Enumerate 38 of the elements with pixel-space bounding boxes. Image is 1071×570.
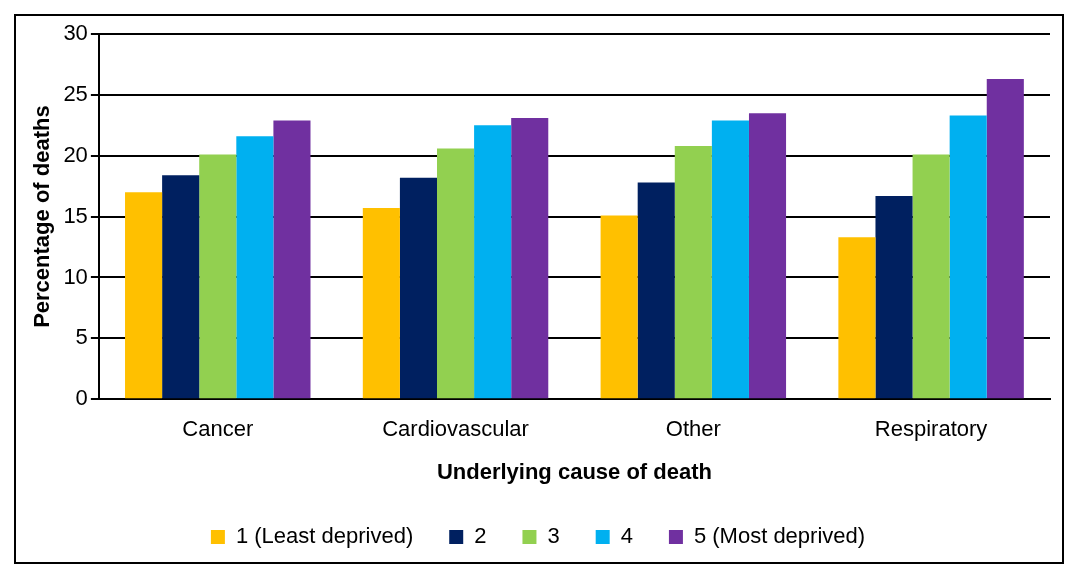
- x-tick-label: Respiratory: [874, 416, 988, 442]
- y-tick-label: 0: [75, 385, 88, 411]
- bar: [748, 113, 787, 399]
- x-tick-label: Cardiovascular: [382, 416, 529, 442]
- bar: [162, 175, 200, 399]
- x-axis-title: Underlying cause of death: [436, 458, 712, 484]
- bar: [912, 154, 950, 399]
- legend-label: 3: [547, 523, 560, 549]
- bar: [875, 195, 913, 399]
- bar: [511, 118, 549, 399]
- bar: [362, 208, 400, 399]
- bar: [674, 146, 712, 399]
- y-axis-title: Percentage of deaths: [29, 105, 55, 328]
- bar: [838, 237, 876, 399]
- bar: [125, 192, 163, 399]
- legend-label: 4: [620, 523, 633, 549]
- legend-label: 5 (Most deprived): [693, 523, 866, 549]
- bar: [600, 215, 638, 399]
- bar: [236, 136, 274, 399]
- bar: [637, 182, 675, 399]
- bar: [399, 177, 437, 399]
- legend-label: 1 (Least deprived): [235, 523, 414, 549]
- x-tick-label: Other: [665, 416, 721, 442]
- y-tick-label: 30: [63, 20, 88, 46]
- bar: [474, 125, 512, 399]
- y-tick-label: 10: [63, 263, 88, 289]
- bar: [273, 120, 311, 399]
- y-tick-label: 15: [63, 202, 88, 228]
- bar: [437, 148, 475, 399]
- bar: [949, 115, 987, 399]
- bar: [199, 154, 237, 399]
- legend-label: 2: [474, 523, 487, 549]
- y-tick-label: 20: [63, 141, 88, 167]
- x-tick-label: Cancer: [182, 416, 254, 442]
- bar: [986, 79, 1024, 399]
- y-tick-label: 5: [75, 324, 88, 350]
- y-tick-label: 25: [63, 80, 88, 106]
- bar: [711, 120, 749, 399]
